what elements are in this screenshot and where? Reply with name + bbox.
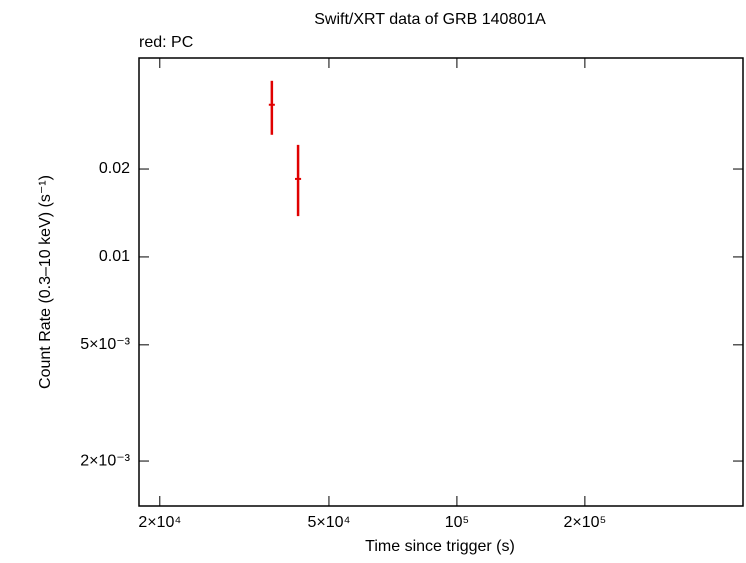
x-tick-label: 10⁵ xyxy=(445,514,469,531)
y-tick-label: 0.02 xyxy=(99,160,130,177)
y-axis-label: Count Rate (0.3–10 keV) (s⁻¹) xyxy=(37,175,54,389)
y-tick-label: 5×10⁻³ xyxy=(80,336,130,353)
x-axis-label: Time since trigger (s) xyxy=(365,538,515,555)
x-tick-label: 2×10⁴ xyxy=(138,514,181,531)
legend-text: red: PC xyxy=(139,34,193,51)
chart-title: Swift/XRT data of GRB 140801A xyxy=(314,11,546,28)
x-tick-label: 5×10⁴ xyxy=(307,514,350,531)
plot-frame xyxy=(138,57,744,507)
y-tick-label: 2×10⁻³ xyxy=(80,452,130,469)
y-tick-label: 0.01 xyxy=(99,248,130,265)
x-tick-label: 2×10⁵ xyxy=(564,514,607,531)
